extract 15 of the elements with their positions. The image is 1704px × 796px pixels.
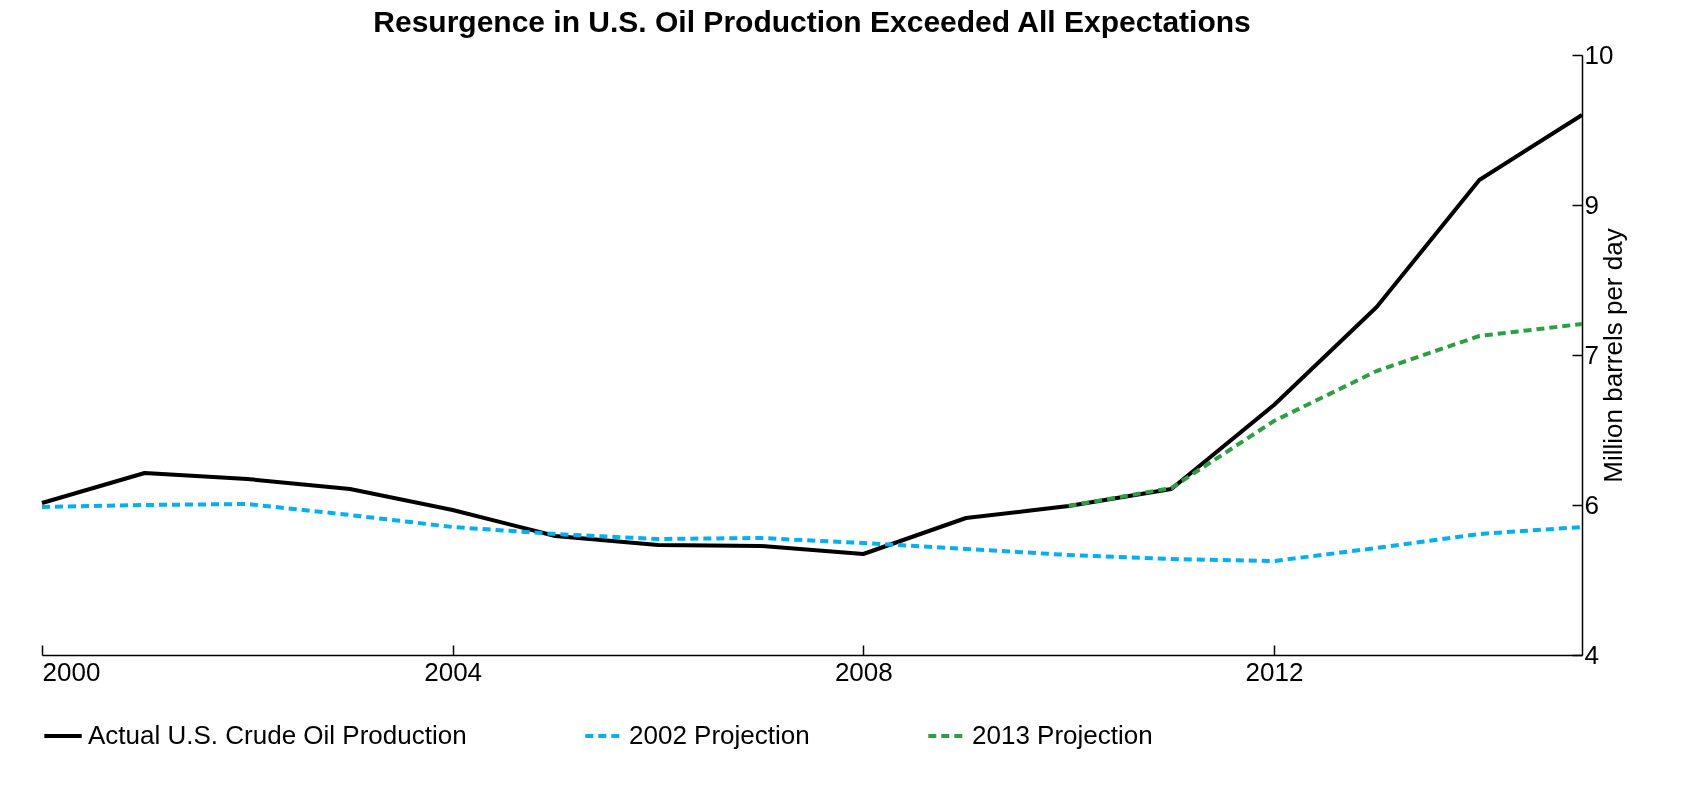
y2-tick-label: 6 bbox=[1584, 489, 1599, 520]
chart-title: Resurgence in U.S. Oil Production Exceeded All Expectations bbox=[373, 5, 1251, 38]
x-tick-label: 2012 bbox=[1245, 656, 1304, 687]
y2-axis-title: Million barrels per day bbox=[1598, 228, 1629, 483]
legend-label: 2002 Projection bbox=[629, 720, 810, 750]
line-series bbox=[1066, 322, 1584, 508]
x-tick-label: 2000 bbox=[42, 656, 101, 687]
x-tick-label: 2008 bbox=[834, 656, 893, 687]
y2-tick-label: 9 bbox=[1584, 189, 1599, 220]
legend-label: 2013 Projection bbox=[972, 720, 1153, 750]
y2-tick-label: 10 bbox=[1584, 39, 1614, 70]
legend-label: Actual U.S. Crude Oil Production bbox=[88, 720, 467, 750]
y2-tick-label: 7 bbox=[1584, 339, 1599, 370]
x-tick-label: 2004 bbox=[424, 656, 483, 687]
y2-tick-label: 4 bbox=[1584, 639, 1599, 670]
